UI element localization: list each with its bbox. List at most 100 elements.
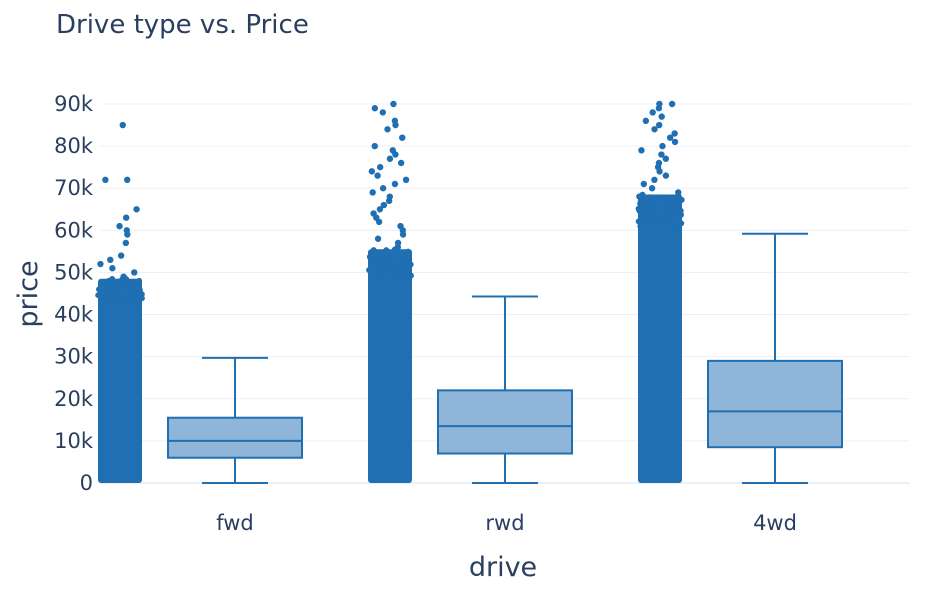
jitter-point xyxy=(643,196,650,203)
outlier-point xyxy=(659,142,666,150)
y-tick-label: 30k xyxy=(54,345,94,369)
outlier-point xyxy=(397,159,405,167)
outlier-point xyxy=(371,142,378,150)
jitter-point xyxy=(138,295,145,302)
jitter-point xyxy=(373,271,380,278)
dense-points-band xyxy=(638,194,682,484)
jitter-point xyxy=(133,298,140,305)
jitter-point xyxy=(678,220,685,227)
x-axis-label: drive xyxy=(469,552,537,583)
outlier-point xyxy=(655,121,663,129)
jitter-point xyxy=(125,289,132,296)
jitter-point xyxy=(399,270,406,277)
jitter-point xyxy=(389,263,396,270)
jitter-point xyxy=(112,291,119,298)
outlier-point xyxy=(376,163,384,171)
jitter-point xyxy=(95,292,102,299)
outlier-point xyxy=(370,210,377,217)
outlier-point xyxy=(122,214,130,221)
jitter-point xyxy=(675,199,682,206)
outlier-point xyxy=(389,147,396,154)
outlier-point xyxy=(656,100,663,108)
box-plots xyxy=(167,232,843,484)
jitter-point xyxy=(666,199,673,206)
jitter-point xyxy=(637,223,644,230)
outlier-point xyxy=(131,269,138,276)
jitter-point xyxy=(120,280,127,287)
jitter-point xyxy=(96,286,103,293)
outlier-point xyxy=(386,193,393,200)
jitter-point xyxy=(383,247,390,254)
jitter-point xyxy=(116,300,123,307)
jitter-point xyxy=(390,253,397,260)
jitter-point xyxy=(671,215,678,222)
outlier-point xyxy=(675,189,682,196)
jitter-point xyxy=(645,208,652,215)
outlier-point xyxy=(649,109,656,116)
outlier-point xyxy=(379,109,387,116)
outlier-point xyxy=(658,113,665,120)
jitter-point xyxy=(388,272,395,279)
y-tick-label: 70k xyxy=(54,176,94,200)
y-tick-label: 80k xyxy=(54,134,94,158)
outlier-point xyxy=(102,176,109,183)
outlier-point xyxy=(109,265,116,272)
outlier-point xyxy=(379,185,387,192)
outlier-point xyxy=(391,180,399,188)
outlier-point xyxy=(402,176,410,183)
outlier-point xyxy=(662,155,670,162)
y-tick-label: 60k xyxy=(54,218,94,242)
jitter-point xyxy=(394,259,401,266)
outlier-point xyxy=(123,227,131,234)
jitter-point xyxy=(109,275,116,282)
outlier-point xyxy=(642,117,650,125)
jitter-point xyxy=(125,295,132,302)
jitter-point xyxy=(407,272,414,279)
outlier-point xyxy=(107,256,114,264)
jitter-point xyxy=(131,293,138,300)
y-tick-label: 10k xyxy=(54,429,94,453)
outlier-point xyxy=(116,222,123,230)
jitter-point xyxy=(374,249,381,256)
jitter-point xyxy=(638,206,645,213)
x-tick-label: rwd xyxy=(485,511,524,535)
jitter-point xyxy=(372,256,379,263)
jitter-point xyxy=(104,286,111,293)
outlier-point xyxy=(648,185,656,192)
jitter-point xyxy=(378,271,385,278)
jitter-point xyxy=(136,277,143,284)
outlier-point xyxy=(651,176,658,183)
outlier-point xyxy=(640,180,648,188)
outlier-point xyxy=(133,206,140,213)
x-tick-label: 4wd xyxy=(753,511,797,535)
jitter-point xyxy=(130,281,137,288)
outlier-point xyxy=(671,130,678,137)
outlier-point xyxy=(369,189,376,196)
jitter-point xyxy=(670,223,677,230)
jitter-point xyxy=(113,285,120,292)
y-tick-label: 50k xyxy=(54,260,94,284)
outlier-point xyxy=(368,168,376,175)
jitter-point xyxy=(635,218,642,225)
dense-points-band xyxy=(368,249,412,483)
outlier-point xyxy=(638,147,645,154)
jitter-point xyxy=(403,257,410,264)
chart-title: Drive type vs. Price xyxy=(56,10,309,40)
outlier-point xyxy=(119,121,126,129)
outlier-point xyxy=(662,172,670,179)
outlier-point xyxy=(671,138,679,146)
iqr-box xyxy=(707,359,843,449)
outlier-point xyxy=(394,239,402,247)
jitter-point xyxy=(116,295,123,302)
jitter-point xyxy=(637,198,644,205)
jitter-point xyxy=(405,248,412,255)
jitter-points xyxy=(95,100,685,484)
outlier-point xyxy=(120,273,127,280)
outlier-point xyxy=(390,100,397,108)
jitter-point xyxy=(100,281,107,288)
y-tick-label: 20k xyxy=(54,387,94,411)
jitter-point xyxy=(379,253,386,260)
jitter-point xyxy=(644,214,651,221)
jitter-point xyxy=(636,193,643,200)
